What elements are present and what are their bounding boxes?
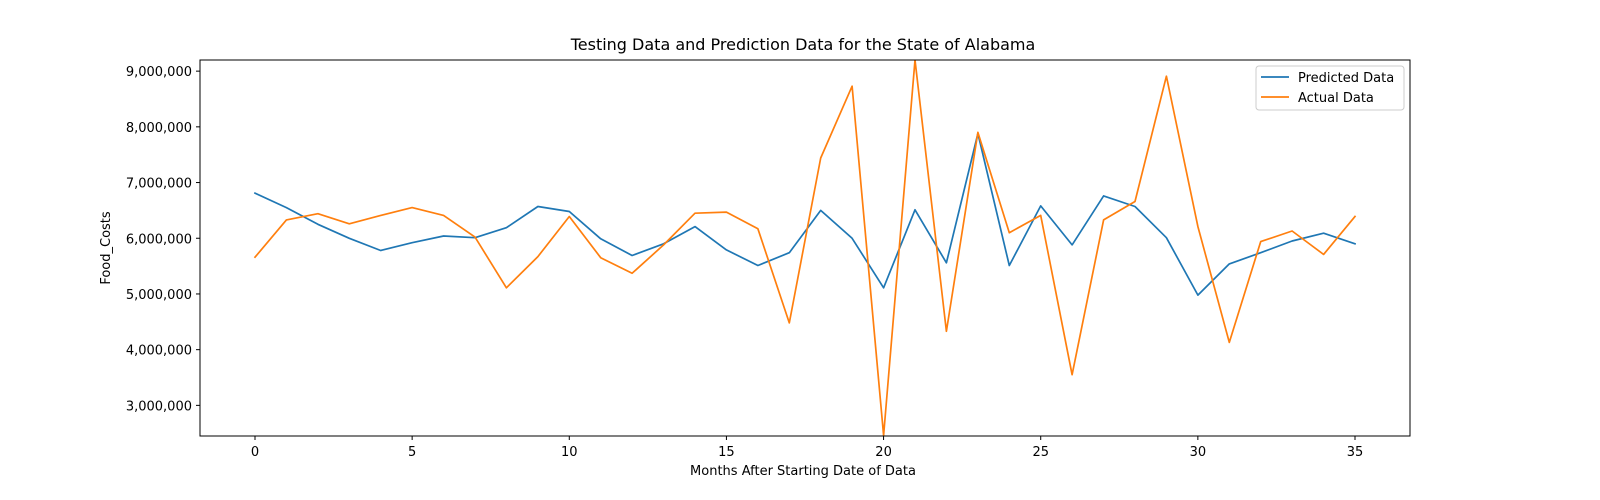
- series-layer: [253, 60, 1357, 436]
- y-tick-label: 8,000,000: [126, 121, 192, 136]
- y-axis: 3,000,000 4,000,000 5,000,000 6,000,000 7,00…: [126, 65, 200, 414]
- y-tick-label: 9,000,000: [126, 65, 192, 80]
- x-axis-label: Months After Starting Date of Data: [690, 464, 916, 479]
- x-tick-label: 35: [1347, 445, 1364, 460]
- x-tick-label: 0: [251, 445, 259, 460]
- legend-box: [1255, 65, 1405, 111]
- y-tick-label: 5,000,000: [126, 288, 192, 303]
- y-tick-label: 4,000,000: [126, 344, 192, 359]
- x-tick-label: 10: [561, 445, 578, 460]
- x-axis: 0 5 10 15 20 25 30 35: [251, 436, 1363, 460]
- x-tick-label: 5: [408, 445, 416, 460]
- legend-label: Actual Data: [1298, 91, 1374, 106]
- y-axis-label: Food_Costs: [99, 211, 114, 285]
- x-tick-label: 25: [1032, 445, 1049, 460]
- x-tick-label: 30: [1190, 445, 1207, 460]
- legend: Predicted Data Actual Data: [1255, 65, 1405, 111]
- x-tick-label: 20: [875, 445, 892, 460]
- y-tick-label: 3,000,000: [126, 399, 192, 414]
- y-tick-label: 6,000,000: [126, 232, 192, 247]
- legend-label: Predicted Data: [1298, 71, 1394, 86]
- plot-area-frame: [199, 59, 1411, 437]
- series-line-predicted: [253, 132, 1357, 296]
- series-line-actual: [253, 60, 1357, 436]
- chart-title: Testing Data and Prediction Data for the…: [570, 35, 1036, 54]
- y-tick-label: 7,000,000: [126, 177, 192, 192]
- x-tick-label: 15: [718, 445, 735, 460]
